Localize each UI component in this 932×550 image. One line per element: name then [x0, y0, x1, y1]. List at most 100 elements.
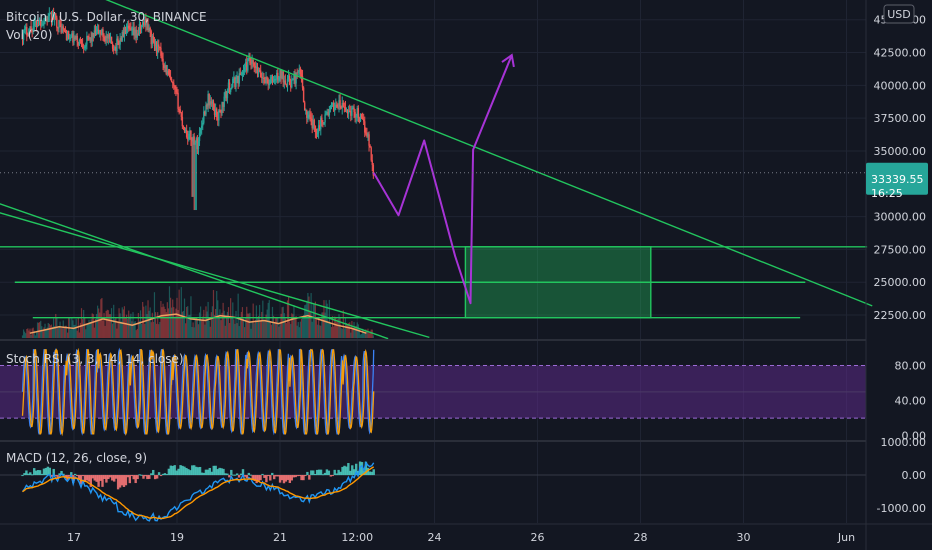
- candle-body: [227, 82, 230, 91]
- macd-histogram-bar: [296, 475, 299, 477]
- candle-body: [263, 77, 265, 79]
- volume-bar: [74, 324, 76, 338]
- time-tick-label: 17: [67, 531, 81, 544]
- candle-body: [114, 46, 116, 51]
- volume-bar: [162, 303, 164, 338]
- candle-body: [192, 136, 194, 142]
- macd-histogram-bar: [93, 475, 96, 481]
- candle-body: [198, 133, 201, 141]
- candle-body: [329, 105, 332, 110]
- volume-bar: [182, 310, 185, 338]
- volume-bar: [133, 322, 135, 338]
- candle-body: [63, 29, 66, 31]
- volume-bar: [257, 316, 260, 338]
- candle-body: [287, 75, 290, 79]
- volume-bar: [232, 302, 234, 338]
- macd-histogram-bar: [114, 475, 118, 479]
- candle-body: [156, 44, 159, 54]
- candle-body: [85, 44, 87, 47]
- volume-bar: [85, 329, 87, 338]
- last-price-tag: 33339.55 16:25: [866, 162, 928, 200]
- volume-bar: [358, 328, 360, 338]
- volume-bar: [266, 309, 268, 338]
- candle-body: [223, 96, 225, 107]
- macd-histogram-bar: [294, 475, 297, 478]
- candle-body: [40, 20, 42, 26]
- volume-bar: [26, 329, 28, 338]
- candle-body: [276, 72, 278, 79]
- candle-body: [224, 91, 226, 97]
- candle-body: [350, 111, 352, 116]
- volume-bar: [33, 330, 35, 338]
- macd-histogram-bar: [341, 466, 344, 476]
- trendline: [105, 0, 873, 307]
- volume-bar: [120, 321, 122, 338]
- candle-body: [160, 47, 162, 56]
- candle-body: [323, 122, 325, 125]
- candle-body: [47, 16, 49, 23]
- candle-body: [188, 133, 190, 140]
- macd-histogram-bar: [111, 475, 114, 481]
- macd-histogram-bar: [239, 473, 243, 476]
- candle-body: [355, 115, 357, 118]
- candle-body: [206, 105, 208, 107]
- candle-body: [207, 93, 209, 107]
- volume-bar: [340, 327, 342, 338]
- candle-body: [90, 37, 92, 42]
- volume-bar: [161, 307, 163, 338]
- volume-bar: [348, 323, 350, 338]
- candle-body: [320, 117, 322, 130]
- candle-body: [138, 23, 141, 34]
- macd-histogram-bar: [189, 470, 192, 476]
- macd-histogram-bar: [360, 462, 364, 476]
- volume-bar: [359, 334, 362, 338]
- macd-histogram-bar: [204, 469, 208, 476]
- macd-histogram-bar: [210, 471, 213, 476]
- macd-histogram-bar: [302, 475, 305, 481]
- candle-body: [313, 120, 316, 126]
- volume-bar: [234, 323, 236, 338]
- volume-bar: [117, 322, 119, 338]
- candle-body: [95, 31, 98, 36]
- macd-histogram-bar: [99, 475, 102, 481]
- candle-body: [225, 91, 228, 99]
- volume-bar: [177, 310, 179, 338]
- candle-body: [125, 28, 128, 34]
- volume-bar: [114, 319, 116, 338]
- macd-histogram-bar: [259, 475, 262, 481]
- macd-histogram-bar: [222, 468, 225, 476]
- macd-histogram-bar: [280, 475, 284, 481]
- volume-bar: [246, 306, 248, 338]
- candle-body: [190, 130, 192, 140]
- candle-body: [46, 19, 48, 23]
- candle-body: [361, 117, 364, 120]
- volume-bar: [188, 315, 190, 338]
- candle-body: [70, 37, 72, 39]
- volume-bar: [36, 322, 39, 338]
- stoch-d-line: [21, 347, 375, 437]
- macd-histogram-bar: [214, 465, 217, 476]
- volume-bar: [286, 300, 289, 338]
- candle-body: [282, 71, 284, 83]
- candle-body: [62, 26, 64, 30]
- volume-bar: [213, 315, 216, 338]
- time-axis[interactable]: 17 19 21 12:00 24 26 28 30 Jun: [67, 531, 855, 544]
- volume-bar: [51, 326, 54, 338]
- volume-bar: [304, 305, 306, 338]
- candle-body: [130, 28, 132, 30]
- candle-body: [116, 38, 118, 52]
- candle-body: [258, 70, 261, 72]
- volume-bar: [310, 293, 312, 338]
- volume-bar: [345, 323, 348, 338]
- macd-histogram-bar: [146, 475, 149, 480]
- candle-body: [232, 78, 234, 88]
- candle-body: [34, 21, 37, 23]
- macd-histogram-bar: [87, 475, 91, 482]
- currency-button[interactable]: USD: [883, 4, 915, 24]
- candle-body: [344, 107, 347, 110]
- volume-bar: [205, 306, 207, 338]
- macd-histogram-bar: [300, 475, 303, 481]
- candle-body: [367, 134, 369, 137]
- volume-bar: [336, 322, 338, 338]
